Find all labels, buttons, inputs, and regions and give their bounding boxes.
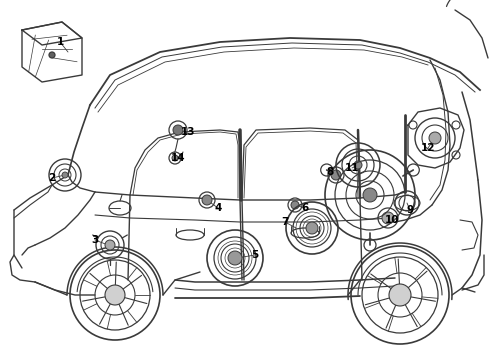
Text: 5: 5 [251, 250, 259, 260]
Text: 6: 6 [301, 203, 309, 213]
Circle shape [354, 161, 362, 169]
Text: 11: 11 [345, 163, 359, 173]
Circle shape [202, 195, 212, 205]
Circle shape [105, 240, 115, 250]
Circle shape [228, 251, 242, 265]
Text: 14: 14 [171, 153, 185, 163]
Circle shape [382, 212, 394, 224]
Text: 2: 2 [49, 173, 56, 183]
Text: 8: 8 [326, 167, 334, 177]
Circle shape [49, 52, 55, 58]
Circle shape [105, 285, 125, 305]
Text: 3: 3 [91, 235, 98, 245]
Text: 1: 1 [56, 37, 64, 47]
Text: 13: 13 [181, 127, 195, 137]
Circle shape [389, 284, 411, 306]
Circle shape [306, 222, 318, 234]
Circle shape [173, 125, 183, 135]
Circle shape [363, 188, 377, 202]
Text: 4: 4 [214, 203, 221, 213]
Text: 9: 9 [406, 205, 414, 215]
Circle shape [429, 132, 441, 144]
Circle shape [291, 201, 299, 209]
Circle shape [62, 172, 68, 178]
Text: 7: 7 [281, 217, 289, 227]
Text: 10: 10 [385, 215, 399, 225]
Text: 12: 12 [421, 143, 435, 153]
Circle shape [172, 155, 178, 161]
Circle shape [331, 170, 341, 180]
